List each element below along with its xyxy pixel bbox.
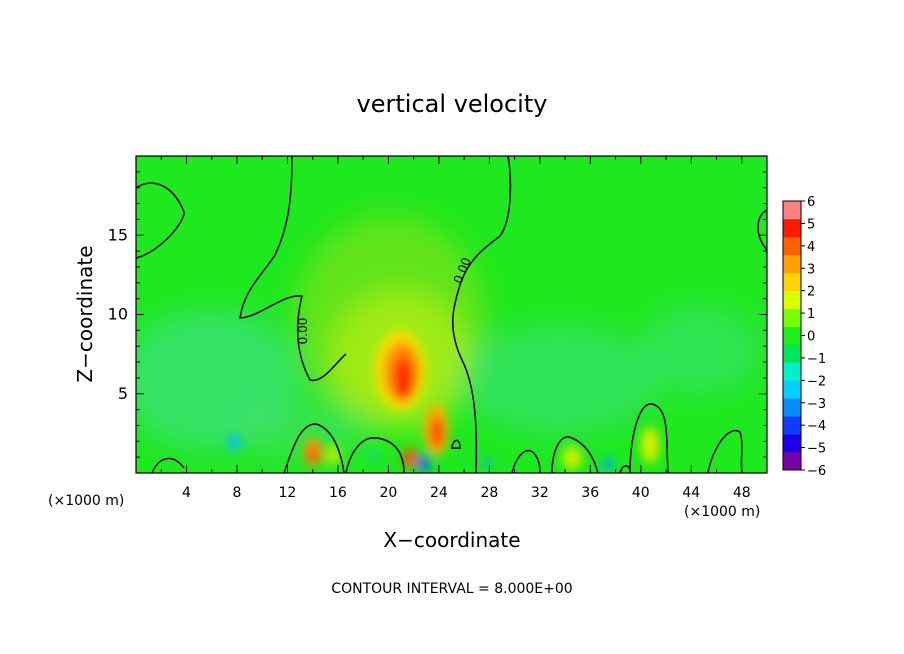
zero-contour-right (757, 209, 767, 251)
plot-area: 0.00 0.00 (136, 156, 767, 473)
colorbar-tick-label: −5 (807, 442, 826, 457)
colorbar-swatch (783, 398, 801, 417)
y-tick-label: 10 (108, 305, 128, 324)
x-tick-label: 12 (279, 485, 297, 501)
field-shading (136, 215, 760, 472)
x-tick-label: 28 (480, 485, 498, 501)
x-tick-label: 40 (632, 485, 650, 501)
colorbar-tick-label: 3 (807, 262, 815, 277)
colorbar-swatch (783, 380, 801, 399)
zero-contour-top-left (136, 182, 185, 259)
contour-interval-note: CONTOUR INTERVAL = 8.000E+00 (331, 581, 572, 597)
zero-contour-small-24 (451, 439, 461, 449)
x-tick-label: 32 (531, 485, 549, 501)
colorbar-tick-label: 4 (807, 240, 815, 255)
x-axis: 4 8 12 16 20 24 28 32 36 40 44 48 (160, 156, 751, 501)
colorbar-tick-label: −1 (807, 352, 826, 367)
colorbar-swatch (783, 434, 801, 453)
y-axis-label: Z−coordinate (73, 245, 97, 382)
colorbar-tick-label: 0 (807, 330, 815, 345)
chart-title: vertical velocity (357, 90, 548, 118)
colorbar-swatch (783, 254, 801, 274)
y-tick-label: 15 (108, 225, 128, 244)
zero-contour-main (452, 156, 512, 473)
colorbar-tick-label: 2 (807, 285, 815, 300)
contour-label-left: 0.00 (296, 318, 310, 345)
zero-contour-base-mid (345, 437, 405, 473)
zero-contour-base-38 (619, 465, 631, 473)
x-tick-label: 8 (232, 485, 241, 501)
zero-contour-base-small (151, 457, 185, 473)
colorbar-tick-label: 6 (807, 195, 815, 210)
zero-contour-base-46 (707, 429, 743, 473)
colorbar-swatch (783, 326, 801, 345)
y-axis: 5 10 15 (108, 171, 767, 458)
colorbar-swatch (783, 344, 801, 363)
colorbar-swatch (783, 416, 801, 435)
colorbar-tick-label: −4 (807, 419, 826, 434)
colorbar-swatch (783, 308, 801, 327)
x-tick-label: 20 (379, 485, 397, 501)
zero-contour-upper (239, 156, 347, 382)
x-tick-label: 16 (329, 485, 347, 501)
zero-contours (136, 156, 767, 473)
colorbar-tick-label: −2 (807, 374, 826, 389)
y-tick-label: 5 (118, 384, 128, 403)
colorbar: 6 5 4 3 2 1 0 −1 −2 −3 −4 −5 −6 (782, 195, 826, 479)
zero-contour-base-40 (629, 403, 669, 473)
zero-contour-base-left (283, 423, 345, 473)
colorbar-tick-label: −3 (807, 397, 826, 412)
colorbar-tick-label: 5 (807, 217, 815, 232)
x-units-left: (×1000 m) (48, 493, 124, 509)
x-tick-label: 24 (430, 485, 448, 501)
colorbar-swatch (783, 362, 801, 381)
colorbar-tick-label: 1 (807, 307, 815, 322)
zero-contour-base-34 (551, 436, 599, 473)
x-axis-label: X−coordinate (383, 528, 520, 552)
x-tick-label: 44 (682, 485, 700, 501)
colorbar-swatch (783, 290, 801, 309)
x-tick-label: 36 (581, 485, 599, 501)
x-units-right: (×1000 m) (684, 504, 760, 520)
colorbar-swatch (783, 272, 801, 291)
colorbar-swatch (783, 452, 801, 471)
colorbar-swatch (783, 236, 801, 256)
colorbar-swatch (783, 218, 801, 238)
colorbar-swatch (783, 201, 801, 220)
colorbar-tick-label: −6 (807, 464, 826, 479)
x-tick-label: 48 (733, 485, 751, 501)
x-tick-label: 4 (182, 485, 191, 501)
